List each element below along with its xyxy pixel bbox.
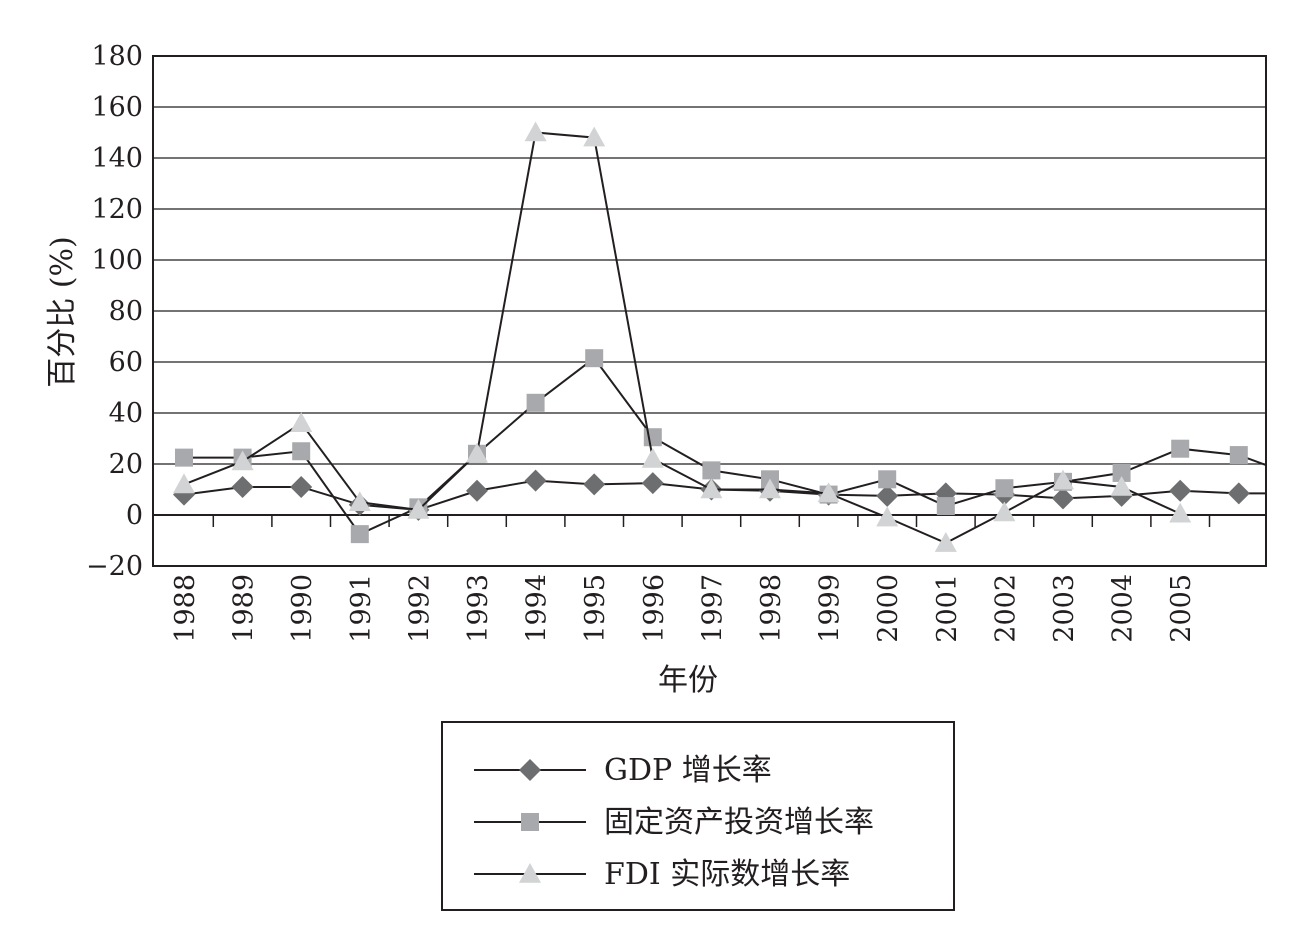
y-axis-title: 百分比 (%) (45, 236, 80, 387)
series-3-point (466, 442, 488, 463)
x-tick-label: 1991 (346, 574, 377, 643)
y-tick-label: 0 (126, 500, 143, 531)
series-3-point (231, 450, 254, 471)
y-tick-label: −20 (86, 551, 143, 582)
series-2-point (526, 393, 545, 412)
series-1 (173, 469, 1266, 521)
series-2-point (175, 448, 193, 467)
series-2-point (1171, 439, 1190, 458)
y-tick-label: 40 (109, 398, 143, 429)
x-tick-label: 1989 (229, 574, 260, 643)
x-tick-label: 1997 (697, 574, 728, 643)
series-3-point (759, 478, 781, 499)
x-tick-label: 1999 (815, 574, 846, 643)
series-1-point (524, 469, 547, 492)
x-tick-label: 1993 (463, 574, 494, 643)
x-tick-label: 1995 (580, 574, 611, 643)
x-axis-title: 年份 (658, 663, 718, 698)
legend-entry: FDI 实际数增长率 (604, 857, 850, 892)
y-tick-label: 180 (91, 41, 143, 72)
x-tick-label: 2001 (932, 574, 963, 643)
series-2-point (585, 349, 604, 368)
series-2-point (995, 479, 1014, 498)
series-3-point (407, 498, 430, 519)
series-line (184, 356, 1266, 536)
x-tick-label: 1996 (639, 574, 670, 643)
series-3-point (290, 412, 313, 432)
series-2 (175, 349, 1266, 544)
series-3-point (934, 532, 957, 552)
x-tick-label: 2000 (873, 574, 904, 643)
series-3-point (817, 482, 840, 503)
series-3-point (524, 121, 547, 142)
series-2-point (350, 525, 369, 544)
legend-marker (521, 813, 539, 831)
series-1-point (876, 484, 899, 507)
series-2-point (643, 428, 662, 447)
series-1-point (1169, 479, 1192, 502)
series-1-point (1052, 487, 1074, 510)
series-1-point (583, 473, 606, 496)
series-line (183, 131, 1181, 545)
series-2-point (1229, 446, 1248, 465)
legend-entry: 固定资产投资增长率 (604, 805, 874, 840)
y-tick-label: 100 (91, 245, 143, 276)
series-2-point (292, 442, 311, 461)
series-3-point (173, 473, 195, 494)
series-1-point (1227, 482, 1250, 505)
series-3-point (641, 447, 664, 468)
y-tick-label: 160 (91, 92, 143, 123)
series-2-point (1112, 463, 1131, 482)
series-2-point (702, 461, 721, 480)
series-3-point (993, 501, 1016, 522)
y-tick-label: 80 (109, 296, 143, 327)
series-3-point (1169, 502, 1192, 523)
series-2-point (936, 497, 955, 516)
series-1-point (641, 472, 664, 495)
x-tick-label: 2004 (1108, 574, 1139, 643)
x-tick-label: 1992 (404, 574, 435, 643)
series-3-point (1052, 469, 1074, 490)
x-tick-label: 2002 (990, 574, 1021, 643)
series-3-point (876, 506, 899, 527)
x-tick-label: 2003 (1049, 574, 1080, 643)
series-3-point (700, 478, 723, 499)
y-tick-label: 140 (91, 143, 143, 174)
y-tick-labels: −20 0 20 40 60 80 100 120 140 160 180 (86, 41, 143, 582)
x-tick-label: 1994 (522, 574, 553, 643)
y-tick-label: 120 (91, 194, 143, 225)
y-tick-label: 20 (109, 449, 143, 480)
legend-marker (519, 863, 541, 883)
series-3 (173, 121, 1192, 552)
x-tick-label: 2005 (1166, 574, 1197, 643)
x-tick-label: 1988 (170, 574, 201, 643)
y-tick-label: 60 (109, 347, 143, 378)
series-1-point (466, 479, 488, 502)
plot-frame (152, 55, 1267, 567)
series-3-point (1110, 475, 1133, 496)
legend-entry: GDP 增长率 (604, 753, 772, 788)
x-tick-labels: 1988 1989 1990 1991 1992 1993 1994 1995 1996 1997… (170, 574, 1197, 643)
x-tick-label: 1998 (756, 574, 787, 643)
x-tick-label: 1990 (287, 574, 318, 643)
legend-marker (519, 759, 541, 781)
series-1-point (231, 475, 254, 498)
series-2-point (878, 470, 897, 489)
series-3-point (348, 491, 371, 512)
series (173, 121, 1266, 552)
axes (152, 55, 1267, 567)
series-3-point (583, 126, 606, 147)
series-1-point (290, 475, 313, 498)
